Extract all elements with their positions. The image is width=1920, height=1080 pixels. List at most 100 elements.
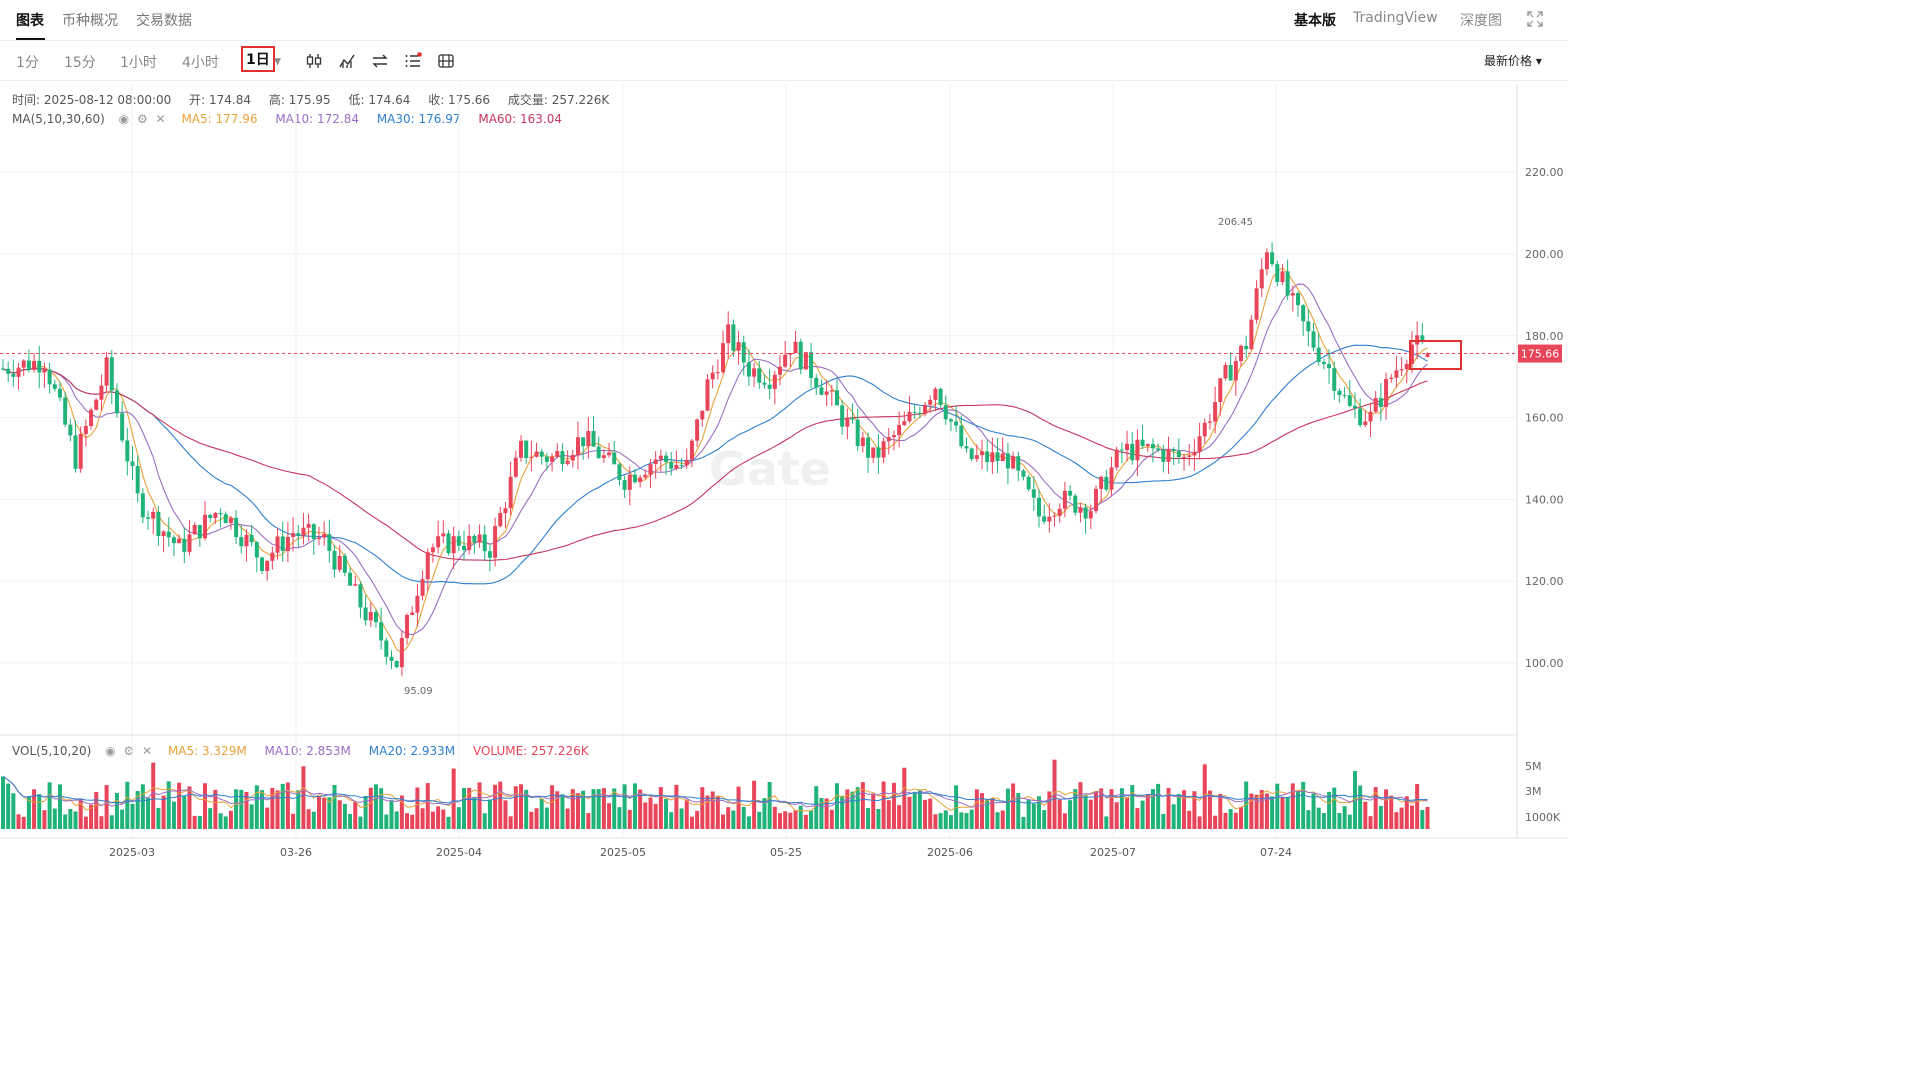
x-tick-label: 2025-05 [600,846,646,859]
volume-bar [498,781,503,829]
candle-body [213,512,218,518]
volume-bar [441,809,446,829]
volume-bar [140,784,145,829]
indicator-icon[interactable] [338,52,356,70]
volume-bar [384,814,389,829]
volume-bar [1156,783,1161,829]
tab-tradingview[interactable]: TradingView [1353,10,1438,26]
candle-body [695,419,700,441]
candle-body [689,440,694,460]
vol-close-icon[interactable]: ✕ [142,744,153,758]
volume-bar [715,795,720,829]
candle-body [902,421,907,426]
volume-bar [1135,808,1140,829]
candle-body [1119,449,1124,451]
volume-bar [1409,805,1414,829]
volume-bar [923,799,928,829]
volume-bar [275,790,280,829]
volume-bar [938,813,943,829]
volume-bar [436,806,441,829]
candle-body [306,524,311,528]
candle-body [42,369,47,373]
candle-body [1156,448,1161,450]
candle-body [705,379,710,411]
candlestick-icon[interactable] [305,52,323,70]
candle-body [140,493,145,518]
vol-eye-icon[interactable]: ◉ [105,744,116,758]
volume-bar [99,816,104,829]
volume-bar [6,783,11,829]
interval-1h[interactable]: 1小时 [120,55,157,71]
candle-body [959,425,964,447]
volume-bar [752,780,757,829]
candle-body [327,534,332,551]
x-tick-label: 2025-06 [927,846,973,859]
swap-icon[interactable] [371,52,389,70]
eye-icon[interactable]: ◉ [118,112,130,126]
volume-bar [798,805,803,829]
candle-body [570,454,575,461]
interval-dropdown-icon[interactable]: ▼ [274,57,281,67]
layout-icon[interactable] [437,52,455,70]
interval-1m[interactable]: 1分 [16,55,39,71]
candle-body [1104,476,1109,490]
candle-body [462,545,467,551]
candle-body [11,373,16,377]
volume-bar [363,796,368,829]
volume-bar [726,807,731,829]
tab-coin-overview[interactable]: 币种概况 [62,13,118,29]
interval-4h[interactable]: 4小时 [182,55,219,71]
volume-bar [353,801,358,829]
candle-body [451,536,456,554]
volume-bar [1368,816,1373,829]
volume-bar [1342,806,1347,829]
candle-body [218,512,223,515]
volume-bar [721,814,726,829]
candle-body [348,572,353,586]
volume-bar [1358,785,1363,829]
candle-body [1311,331,1316,348]
candle-body [68,424,73,436]
candle-body [415,595,420,613]
candle-body [762,382,767,385]
price-type-select[interactable]: 最新价格 ▾ [1484,54,1542,68]
candle-body [477,534,482,543]
ma-line [2,283,1428,636]
settings-icon[interactable]: ⚙ [136,112,148,126]
price-chart: Gate 220.00 200.00 180.00 160.00 140.00 120.0… [0,84,1568,859]
volume-bar [316,796,321,829]
vol-settings-icon[interactable]: ⚙ [123,744,135,758]
candle-body [456,536,461,546]
settings-list-icon[interactable] [404,52,422,70]
gate-watermark: Gate [709,442,831,496]
tab-trade-data[interactable]: 交易数据 [136,13,192,29]
candle-body [379,622,384,641]
candle-body [399,637,404,668]
volume-bar [529,811,534,829]
volume-bar [819,798,824,829]
candle-body [114,390,119,414]
tab-basic[interactable]: 基本版 [1294,13,1336,29]
volume-bar [824,798,829,829]
candle-body [990,452,995,463]
candle-body [653,459,658,465]
interval-15m[interactable]: 15分 [64,55,96,71]
candle-body [1409,344,1414,364]
volume-bar [1125,797,1130,829]
volume-bar [389,800,394,829]
volume-bar [47,782,52,829]
close-icon[interactable]: ✕ [155,112,166,126]
fullscreen-icon[interactable] [1526,10,1544,28]
candle-body [270,552,275,561]
interval-1d[interactable]: 1日 [241,46,275,72]
volume-bar [948,815,953,829]
volume-bar [68,809,73,829]
candle-body [741,342,746,363]
candle-body [736,342,741,351]
volume-bar [244,791,249,829]
volume-bar [1047,791,1052,829]
tab-chart[interactable]: 图表 [16,13,44,29]
candle-body [203,514,208,539]
candle-body [1327,364,1332,369]
tab-depth-chart[interactable]: 深度图 [1460,13,1502,29]
